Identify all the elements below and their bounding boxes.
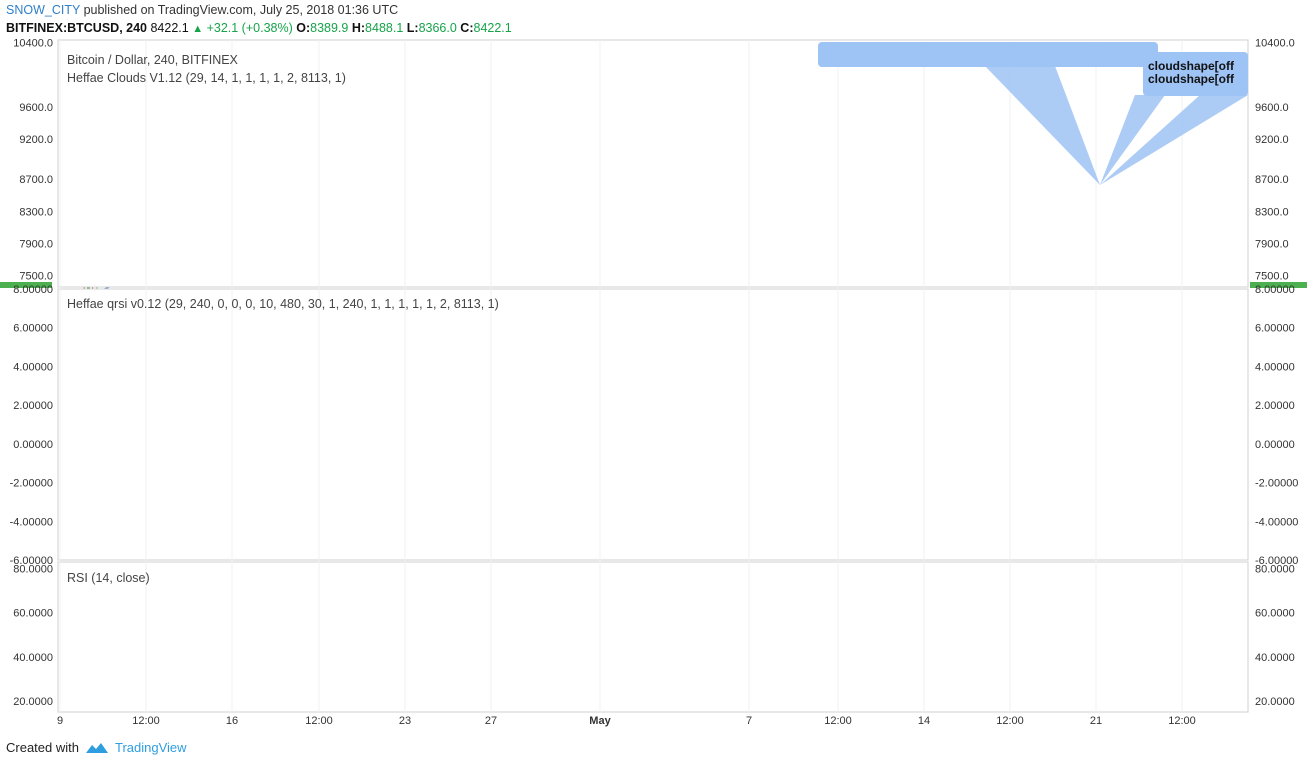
publish-info: SNOW_CITY published on TradingView.com, … [6, 3, 398, 17]
price-tick-left: 8700.0 [19, 174, 53, 186]
x-tick-label: 27 [485, 715, 497, 727]
high-value: 8488.1 [365, 21, 404, 35]
low-label: L: [406, 21, 419, 35]
qrsi-tick-left: 8.00000 [13, 284, 53, 296]
price-tick-left: 9200.0 [19, 134, 53, 146]
qrsi-tick-left: -6.00000 [10, 555, 53, 567]
price-tick-right: 8300.0 [1255, 206, 1289, 218]
x-tick-label: 23 [399, 715, 411, 727]
published-text: published on TradingView.com, July 25, 2… [83, 3, 399, 17]
price-pane-frame [57, 39, 1249, 288]
rsi-tick-right: 60.0000 [1255, 608, 1295, 620]
rsi-tick-left: 20.0000 [13, 696, 53, 708]
tick-labels: 9 12:00 16 12:00 23 27 May 7 12:00 14 12:00 21 12:00… [10, 37, 1299, 727]
x-tick-label: 16 [226, 715, 238, 727]
qrsi-tick-left: -4.00000 [10, 516, 53, 528]
annotation-callout: cloudshape[off cloudshape[off [818, 42, 1248, 185]
price-tick-right: 8700.0 [1255, 174, 1289, 186]
qrsi-tick-right: 4.00000 [1255, 361, 1295, 373]
chart-canvas[interactable]: 9 12:00 16 12:00 23 27 May 7 12:00 14 12:00 21 12:00… [0, 0, 1307, 730]
rsi-tick-right: 20.0000 [1255, 696, 1295, 708]
price-indicator-title: Heffae Clouds V1.12 (29, 14, 1, 1, 1, 1,… [67, 71, 346, 85]
high-label: H: [351, 21, 366, 35]
close-label: C: [460, 21, 474, 35]
created-with-label: Created with [6, 740, 79, 755]
symbol-info: BITFINEX:BTCUSD, 240 8422.1 ▲ +32.1 (+0.… [6, 21, 512, 35]
x-tick-label: 12:00 [1168, 715, 1196, 727]
qrsi-tick-right: 6.00000 [1255, 323, 1295, 335]
annotation-line-2: cloudshape[off [1148, 72, 1235, 86]
tradingview-brand-link[interactable]: TradingView [114, 740, 187, 755]
x-tick-label: 21 [1090, 715, 1102, 727]
qrsi-pane-title: Heffae qrsi v0.12 (29, 240, 0, 0, 0, 10,… [67, 297, 499, 311]
rsi-tick-right: 80.0000 [1255, 564, 1295, 576]
price-tick-right: 7500.0 [1255, 271, 1289, 283]
qrsi-tick-right: 0.00000 [1255, 439, 1295, 451]
qrsi-tick-right: -2.00000 [1255, 478, 1298, 490]
right-last-price-marker [1250, 282, 1307, 288]
annotation-line-1: cloudshape[off [1148, 59, 1235, 73]
qrsi-tick-left: -2.00000 [10, 478, 53, 490]
price-change: +32.1 (+0.38%) [206, 21, 293, 35]
last-price: 8422.1 [150, 21, 189, 35]
annotation-box-1[interactable] [818, 42, 1158, 67]
rsi-tick-left: 80.0000 [13, 564, 53, 576]
open-label: O: [296, 21, 311, 35]
x-tick-label: 12:00 [305, 715, 333, 727]
open-value: 8389.9 [310, 21, 349, 35]
author-link[interactable]: SNOW_CITY [6, 3, 81, 17]
price-tick-left: 7500.0 [19, 271, 53, 283]
tradingview-logo-icon[interactable] [85, 741, 109, 755]
left-last-price-marker [0, 282, 52, 288]
x-tick-label: 12:00 [996, 715, 1024, 727]
x-tick-label: 7 [746, 715, 752, 727]
x-tick-label: May [589, 715, 611, 727]
x-tick-label: 12:00 [824, 715, 852, 727]
price-tick-left: 9600.0 [19, 102, 53, 114]
price-tick-left: 7900.0 [19, 239, 53, 251]
qrsi-tick-right: 2.00000 [1255, 400, 1295, 412]
rsi-tick-left: 60.0000 [13, 608, 53, 620]
low-value: 8366.0 [418, 21, 457, 35]
close-value: 8422.1 [473, 21, 512, 35]
qrsi-pane-frame [57, 288, 1249, 561]
price-tick-left: 10400.0 [13, 37, 53, 49]
x-tick-label: 14 [918, 715, 930, 727]
triangle-up-icon: ▲ [192, 23, 204, 35]
x-tick-label: 12:00 [132, 715, 160, 727]
symbol-label: BITFINEX:BTCUSD, 240 [6, 21, 147, 35]
qrsi-tick-right: -6.00000 [1255, 555, 1298, 567]
price-tick-right: 10400.0 [1255, 37, 1295, 49]
price-tick-right: 9600.0 [1255, 102, 1289, 114]
annotation-box-2[interactable] [1143, 52, 1248, 96]
rsi-pane-frame [57, 561, 1249, 713]
price-pane-title: Bitcoin / Dollar, 240, BITFINEX [67, 53, 239, 67]
rsi-tick-right: 40.0000 [1255, 652, 1295, 664]
qrsi-tick-left: 2.00000 [13, 400, 53, 412]
rsi-pane-title: RSI (14, close) [67, 571, 150, 585]
qrsi-tick-right: -4.00000 [1255, 516, 1298, 528]
footer: Created with TradingView [6, 740, 187, 755]
qrsi-tick-right: 8.00000 [1255, 284, 1295, 296]
qrsi-tick-left: 6.00000 [13, 323, 53, 335]
price-tick-right: 9200.0 [1255, 134, 1289, 146]
qrsi-tick-left: 0.00000 [13, 439, 53, 451]
qrsi-tick-left: 4.00000 [13, 361, 53, 373]
axes [0, 39, 1307, 713]
price-tick-right: 7900.0 [1255, 239, 1289, 251]
rsi-tick-left: 40.0000 [13, 652, 53, 664]
x-tick-label: 9 [57, 715, 63, 727]
price-tick-left: 8300.0 [19, 206, 53, 218]
